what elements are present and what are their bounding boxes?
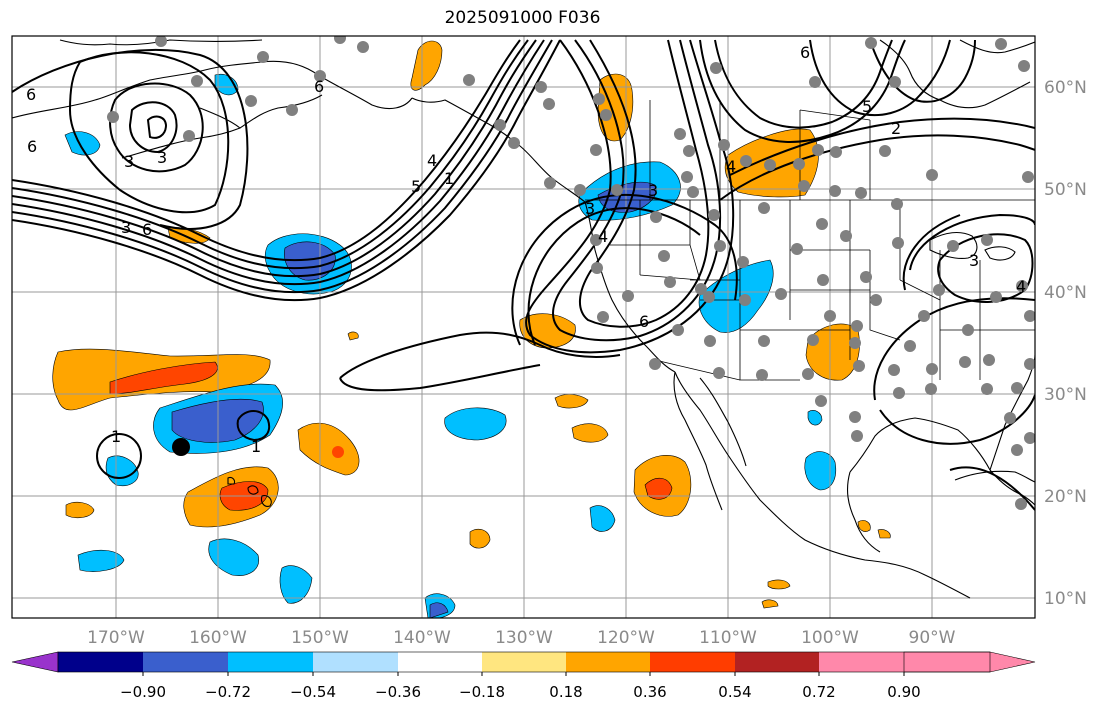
colorbar-tick-label: −0.72 xyxy=(205,683,251,701)
map-border xyxy=(11,35,1036,619)
svg-text:4: 4 xyxy=(598,227,608,246)
svg-text:1: 1 xyxy=(444,169,454,188)
colorbar-tick-label: 0.90 xyxy=(887,683,920,701)
svg-text:110°W: 110°W xyxy=(699,628,757,648)
svg-text:3: 3 xyxy=(585,199,595,218)
svg-text:160°W: 160°W xyxy=(189,628,247,648)
svg-text:3: 3 xyxy=(121,218,131,237)
colorbar-bin-8 xyxy=(650,652,735,672)
map-title: 2025091000 F036 xyxy=(444,8,601,28)
svg-text:3: 3 xyxy=(124,152,134,171)
svg-text:6: 6 xyxy=(26,85,36,104)
colorbar-max-extend xyxy=(903,651,1036,673)
svg-text:120°W: 120°W xyxy=(597,628,655,648)
colorbar-tick-label: −0.36 xyxy=(375,683,421,701)
colorbar-bin-10 xyxy=(819,652,904,672)
svg-text:140°W: 140°W xyxy=(393,628,451,648)
svg-text:6: 6 xyxy=(27,137,37,156)
svg-text:10°N: 10°N xyxy=(1044,589,1087,609)
svg-text:5: 5 xyxy=(862,97,872,116)
svg-text:40°N: 40°N xyxy=(1044,283,1087,303)
contour-labels: 6 6 3 3 3 6 5 4 1 1 1 3 4 6 2 3 6 4 5 6 … xyxy=(26,43,1026,456)
svg-text:100°W: 100°W xyxy=(801,628,859,648)
longitude-labels: 170°W 160°W 150°W 140°W 130°W 120°W 110°… xyxy=(87,628,956,648)
svg-text:3: 3 xyxy=(969,251,979,270)
colorbar-tick-label: −0.18 xyxy=(459,683,505,701)
colorbar-bin-7 xyxy=(566,652,650,672)
svg-text:130°W: 130°W xyxy=(495,628,553,648)
svg-text:60°N: 60°N xyxy=(1044,78,1087,98)
svg-text:3: 3 xyxy=(157,148,167,167)
colorbar-bin-4 xyxy=(313,652,398,672)
svg-text:150°W: 150°W xyxy=(291,628,349,648)
colorbar-tick-label: 0.72 xyxy=(802,683,835,701)
contour-lines xyxy=(12,39,1035,511)
colorbar-min-extend xyxy=(11,651,59,673)
svg-text:4: 4 xyxy=(1016,277,1026,296)
colorbar-bin-3 xyxy=(228,652,313,672)
anomaly-shading xyxy=(52,40,891,618)
svg-text:50°N: 50°N xyxy=(1044,180,1087,200)
colorbar-tick-label: −0.54 xyxy=(290,683,336,701)
svg-text:6: 6 xyxy=(800,43,810,62)
svg-text:2: 2 xyxy=(891,119,901,138)
colorbar-tick-label: 0.36 xyxy=(633,683,666,701)
colorbar-bin-2 xyxy=(143,652,228,672)
colorbar-tick-label: 0.18 xyxy=(549,683,582,701)
colorbar-bin-1 xyxy=(58,652,143,672)
svg-text:5: 5 xyxy=(411,177,421,196)
colorbar: −0.90 −0.72 −0.54 −0.36 −0.18 0.18 0.36 … xyxy=(11,651,1036,701)
svg-text:1: 1 xyxy=(251,437,261,456)
colorbar-tick-label: 0.54 xyxy=(718,683,751,701)
svg-text:90°W: 90°W xyxy=(909,628,956,648)
svg-text:6: 6 xyxy=(314,77,324,96)
station-markers xyxy=(107,36,1035,510)
svg-text:30°N: 30°N xyxy=(1044,385,1087,405)
svg-text:4: 4 xyxy=(726,157,736,176)
location-marker xyxy=(172,438,190,456)
svg-text:20°N: 20°N xyxy=(1044,487,1087,507)
svg-text:6: 6 xyxy=(639,312,649,331)
svg-text:6: 6 xyxy=(142,220,152,239)
svg-text:4: 4 xyxy=(427,151,437,170)
svg-text:3: 3 xyxy=(648,181,658,200)
svg-text:170°W: 170°W xyxy=(87,628,145,648)
colorbar-bin-6 xyxy=(482,652,566,672)
colorbar-tick-label: −0.90 xyxy=(120,683,166,701)
colorbar-bin-9 xyxy=(735,652,819,672)
latitude-labels: 60°N 50°N 40°N 30°N 20°N 10°N xyxy=(1044,78,1087,609)
svg-text:1: 1 xyxy=(111,427,121,446)
colorbar-bin-5 xyxy=(398,652,482,672)
